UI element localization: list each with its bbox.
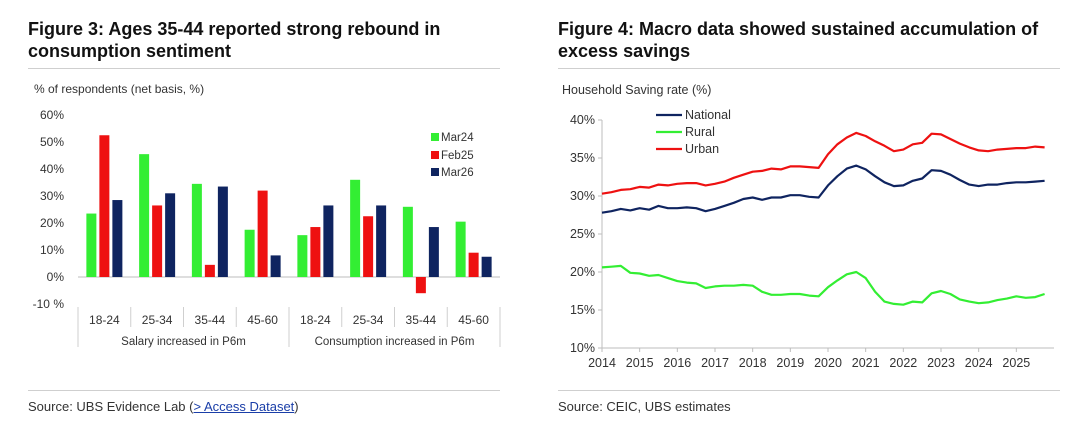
figure-3-source: Source: UBS Evidence Lab (> Access Datas… <box>28 399 299 414</box>
bar-mar26-25-34 <box>165 193 176 277</box>
x-tick-label: 2025 <box>1002 356 1030 370</box>
bar-mar24-35-44 <box>191 183 202 277</box>
y-tick-label: 0% <box>47 270 65 284</box>
y-tick-label: 15% <box>570 303 595 317</box>
legend-label-national: National <box>685 108 731 122</box>
x-tick-label: 2018 <box>739 356 767 370</box>
figure-3-title: Figure 3: Ages 35-44 reported strong reb… <box>28 19 441 61</box>
x-tick-label: 2020 <box>814 356 842 370</box>
legend-swatch-mar24 <box>431 133 439 141</box>
x-tick-label: 45-60 <box>458 313 489 327</box>
y-tick-label: 10% <box>40 243 64 257</box>
figure-3-source-suffix: ) <box>294 399 299 414</box>
y-tick-label: 30% <box>40 189 64 203</box>
legend-swatch-mar26 <box>431 168 439 176</box>
bar-mar26-35-44 <box>428 227 439 277</box>
bar-feb25-45-60 <box>468 252 479 277</box>
figure-3-bar-chart: % of respondents (net basis, %) -10 % 0% 1… <box>33 82 501 348</box>
legend-label-urban: Urban <box>685 142 719 156</box>
bar-mar26-18-24 <box>112 200 123 277</box>
y-tick-label: 40% <box>570 113 595 127</box>
series-line-national <box>601 164 1045 214</box>
x-tick-label: 18-24 <box>300 313 331 327</box>
y-tick-label: 20% <box>40 216 64 230</box>
bar-mar26-25-34 <box>376 205 387 277</box>
x-tick-label: 2016 <box>663 356 691 370</box>
legend-label-rural: Rural <box>685 125 715 139</box>
x-tick-label: 2023 <box>927 356 955 370</box>
figure-3-bottom-divider <box>28 390 500 391</box>
figure-4-bottom-divider <box>558 390 1060 391</box>
y-tick-label: 50% <box>40 135 64 149</box>
bar-mar26-18-24 <box>323 205 334 277</box>
bar-mar26-45-60 <box>270 255 281 277</box>
bar-mar24-25-34 <box>350 179 361 277</box>
figure-3-source-prefix: Source: UBS Evidence Lab ( <box>28 399 194 414</box>
x-tick-label: 2022 <box>889 356 917 370</box>
bar-feb25-45-60 <box>257 190 268 277</box>
bar-feb25-18-24 <box>99 135 110 277</box>
y-tick-label: 30% <box>570 189 595 203</box>
figure-3-title-divider <box>28 68 500 69</box>
figure-4-y-axis-label: Household Saving rate (%) <box>562 83 711 97</box>
y-tick-label: 20% <box>570 265 595 279</box>
y-tick-label: 25% <box>570 227 595 241</box>
figure-4-title: Figure 4: Macro data showed sustained ac… <box>558 19 1039 61</box>
bar-mar26-45-60 <box>481 256 492 277</box>
x-tick-label: 2015 <box>626 356 654 370</box>
bar-mar24-18-24 <box>86 213 97 277</box>
x-group-label: Salary increased in P6m <box>121 336 246 348</box>
x-group-label: Consumption increased in P6m <box>315 336 475 348</box>
bar-feb25-25-34 <box>152 205 163 277</box>
access-dataset-link[interactable]: > Access Dataset <box>193 399 295 414</box>
y-tick-label: 40% <box>40 162 64 176</box>
bar-mar24-18-24 <box>297 235 308 277</box>
legend-label-feb25: Feb25 <box>441 150 474 162</box>
bar-feb25-35-44 <box>204 264 215 277</box>
x-tick-label: 35-44 <box>195 313 226 327</box>
x-tick-label: 25-34 <box>142 313 173 327</box>
legend-label-mar26: Mar26 <box>441 167 474 179</box>
y-tick-label: 60% <box>40 108 64 122</box>
series-line-urban <box>601 131 1045 195</box>
bar-mar24-45-60 <box>455 221 466 277</box>
x-tick-label: 2019 <box>776 356 804 370</box>
bar-mar24-45-60 <box>244 229 255 277</box>
bar-feb25-25-34 <box>363 216 374 277</box>
figure-4-line-chart: Household Saving rate (%) 10% 15% 20% 25% 30… <box>562 83 1054 370</box>
x-tick-label: 18-24 <box>89 313 120 327</box>
y-tick-label: -10 % <box>33 297 65 311</box>
x-tick-label: 2017 <box>701 356 729 370</box>
bar-mar24-25-34 <box>139 154 150 277</box>
x-tick-label: 35-44 <box>406 313 437 327</box>
bar-mar24-35-44 <box>402 206 413 277</box>
x-tick-label: 2014 <box>588 356 616 370</box>
x-tick-label: 2021 <box>852 356 880 370</box>
figure-4-source: Source: CEIC, UBS estimates <box>558 399 731 414</box>
legend-swatch-feb25 <box>431 151 439 159</box>
bar-feb25-18-24 <box>310 227 321 277</box>
bar-mar26-35-44 <box>217 186 228 277</box>
bar-feb25-35-44 <box>415 277 426 294</box>
x-tick-label: 2024 <box>965 356 993 370</box>
figure-4-title-divider <box>558 68 1060 69</box>
series-line-rural <box>601 264 1045 306</box>
y-tick-label: 35% <box>570 151 595 165</box>
y-tick-label: 10% <box>570 341 595 355</box>
figure-3-y-axis-label: % of respondents (net basis, %) <box>34 82 204 96</box>
x-tick-label: 25-34 <box>353 313 384 327</box>
legend-label-mar24: Mar24 <box>441 132 474 144</box>
x-tick-label: 45-60 <box>247 313 278 327</box>
